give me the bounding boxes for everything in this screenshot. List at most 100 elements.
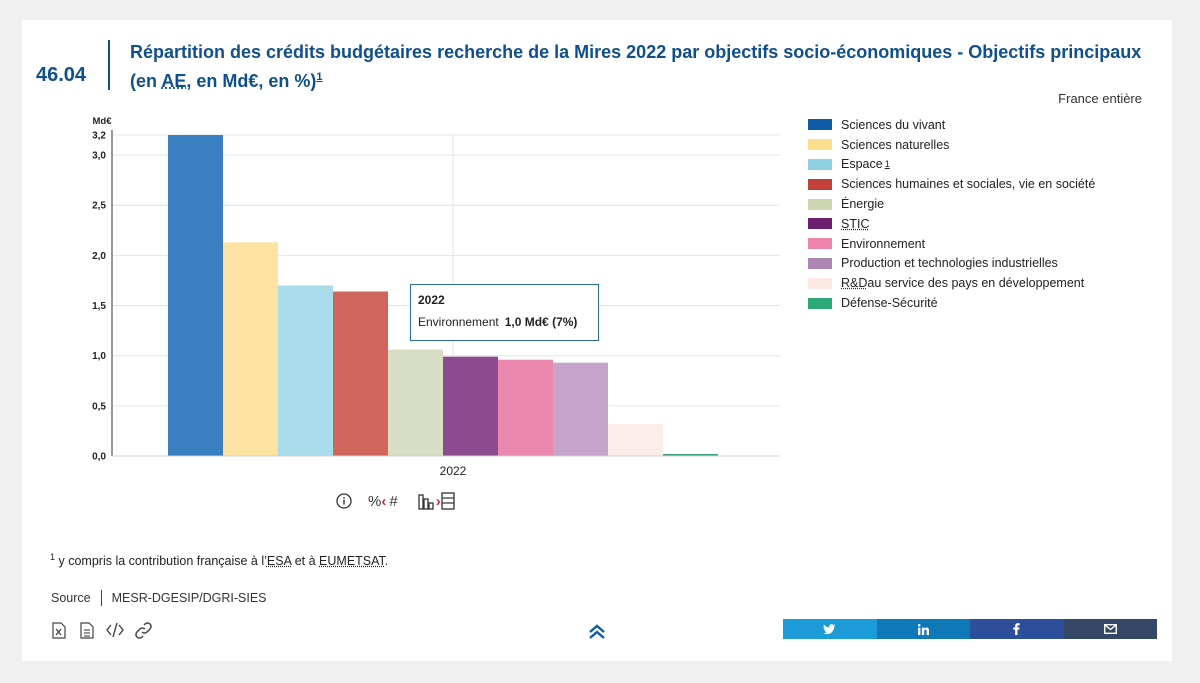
bar-chart: 0,0 0,5 1,0 1,5 2,0 2,5 3,0 3,2 Md€ 2022 [92, 116, 780, 478]
bar-6[interactable] [443, 356, 498, 456]
footnote-text-1: y compris la contribution française à l’ [55, 554, 267, 569]
legend-item[interactable]: Production et technologies industrielles [808, 254, 1168, 274]
legend-footnote-ref[interactable]: 1 [884, 159, 890, 170]
legend-swatch [808, 257, 832, 269]
facebook-icon [1013, 623, 1020, 635]
legend-label: Production et technologies industrielles [841, 256, 1058, 271]
legend-swatch [808, 198, 832, 210]
chevron-left-icon: ‹ [381, 492, 387, 510]
share-twitter-button[interactable] [783, 619, 877, 639]
y-tick-label: 0,5 [92, 401, 106, 412]
legend-item[interactable]: Environnement [808, 234, 1168, 254]
y-tick-label: 3,0 [92, 151, 106, 162]
tooltip-value: 1,0 Md€ (7%) [504, 315, 578, 329]
legend-swatch [808, 238, 832, 250]
y-tick-label: 1,5 [92, 301, 106, 312]
chart-tooltip: 2022 Environnement 1,0 Md€ (7%) [410, 284, 599, 341]
bar-8[interactable] [553, 362, 608, 456]
legend-label: Environnement [841, 236, 926, 251]
legend-item[interactable]: Espace 1 [808, 155, 1168, 175]
legend-swatch [808, 119, 832, 131]
title-divider [108, 40, 110, 90]
title-footnote-ref[interactable]: 1 [316, 71, 323, 83]
y-tick-label: 1,0 [92, 351, 106, 362]
x-tick-label: 2022 [440, 464, 467, 478]
bar-10[interactable] [663, 453, 718, 456]
chevrons-up-icon[interactable] [586, 620, 608, 642]
footnote: 1 y compris la contribution française à … [50, 552, 388, 568]
hash-label: # [389, 492, 398, 510]
percent-label: % [368, 492, 382, 510]
scope-label: France entière [1058, 91, 1142, 106]
bar-1[interactable] [168, 135, 223, 456]
legend-item[interactable]: Énergie [808, 194, 1168, 214]
chart-legend: Sciences du vivant Sciences naturelles Esp… [808, 115, 1168, 313]
legend-item[interactable]: R&D au service des pays en développement [808, 273, 1168, 293]
legend-label-abbr: R&D [841, 276, 868, 291]
legend-swatch [808, 178, 832, 190]
legend-item[interactable]: Sciences humaines et sociales, vie en so… [808, 174, 1168, 194]
y-tick-label: 3,2 [92, 131, 106, 142]
title-abbr-ae[interactable]: AE [161, 71, 187, 91]
share-linkedin-button[interactable] [876, 619, 970, 639]
y-axis-unit-label: Md€ [93, 116, 113, 127]
legend-item[interactable]: Sciences du vivant [808, 115, 1168, 135]
export-tools [50, 621, 152, 639]
twitter-icon [823, 623, 836, 634]
legend-swatch [808, 297, 832, 309]
share-facebook-button[interactable] [970, 619, 1064, 639]
legend-label: Sciences naturelles [841, 137, 950, 152]
bar-4[interactable] [333, 291, 388, 456]
source-value: MESR-DGESIP/DGRI-SIES [111, 591, 267, 605]
bar-chart-icon [418, 494, 434, 510]
info-icon[interactable] [336, 493, 352, 509]
y-tick-label: 0,0 [92, 452, 106, 463]
legend-label: Sciences du vivant [841, 117, 946, 132]
legend-item[interactable]: STIC [808, 214, 1168, 234]
bar-7[interactable] [498, 359, 553, 456]
table-icon [441, 492, 455, 510]
share-bar [783, 619, 1157, 639]
footnote-abbr-eumetsat[interactable]: EUMETSAT [319, 554, 385, 569]
tooltip-row: Environnement 1,0 Md€ (7%) [418, 315, 591, 329]
bar-2[interactable] [223, 242, 278, 456]
title-text-2: , en Md€, en %) [186, 71, 317, 91]
bar-5[interactable] [388, 349, 443, 456]
title-text-1: Répartition des crédits budgétaires rech… [130, 42, 1142, 91]
legend-swatch [808, 277, 832, 289]
legend-swatch [808, 139, 832, 151]
link-icon[interactable] [134, 621, 152, 639]
legend-swatch [808, 158, 832, 170]
figure-number: 46.04 [36, 64, 87, 86]
bar-9[interactable] [608, 423, 663, 456]
footnote-abbr-esa[interactable]: ESA [266, 554, 292, 569]
embed-code-icon[interactable] [106, 621, 124, 639]
legend-label: Sciences humaines et sociales, vie en so… [841, 177, 1096, 192]
share-email-button[interactable] [1063, 619, 1157, 639]
excel-file-icon[interactable] [50, 621, 68, 639]
footnote-text-2: et à [291, 554, 320, 569]
legend-label: Défense-Sécurité [841, 296, 938, 311]
chart-controls: % ‹ # › [336, 490, 455, 512]
chevron-right-icon: › [435, 492, 441, 510]
y-tick-label: 2,5 [92, 201, 106, 212]
legend-item[interactable]: Sciences naturelles [808, 135, 1168, 155]
percent-number-toggle[interactable]: % ‹ # [368, 493, 398, 510]
figure-card: 46.04 Répartition des crédits budgétaire… [22, 20, 1172, 661]
legend-label: au service des pays en développement [867, 276, 1085, 291]
email-icon [1103, 624, 1117, 634]
legend-label: STIC [841, 216, 870, 231]
chart-table-toggle[interactable]: › [418, 492, 455, 510]
bar-3[interactable] [278, 285, 333, 456]
linkedin-icon [917, 623, 929, 635]
chart-title: Répartition des crédits budgétaires rech… [130, 40, 1150, 94]
legend-swatch [808, 218, 832, 230]
legend-label: Espace [841, 157, 883, 172]
source-divider [100, 590, 102, 606]
document-file-icon[interactable] [78, 621, 96, 639]
source-line: Source MESR-DGESIP/DGRI-SIES [51, 590, 267, 606]
footnote-marker: 1 [50, 552, 56, 562]
y-tick-label: 2,0 [92, 251, 106, 262]
footnote-text-3: . [384, 554, 389, 569]
legend-item[interactable]: Défense-Sécurité [808, 293, 1168, 313]
